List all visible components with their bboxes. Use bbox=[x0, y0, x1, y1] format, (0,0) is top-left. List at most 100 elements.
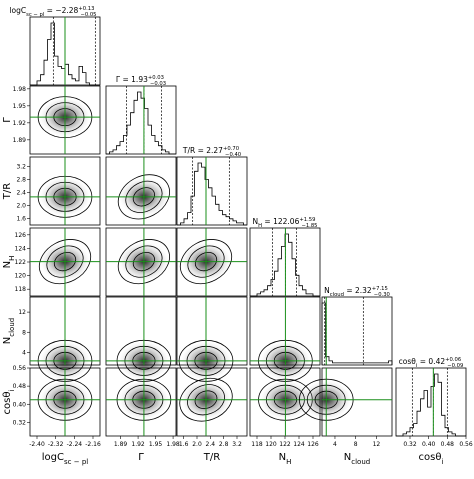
panel-2-1 bbox=[105, 156, 177, 226]
panel-3-1 bbox=[105, 227, 177, 297]
y-tick-label: 2.8 bbox=[16, 177, 26, 184]
y-tick-label: 2.0 bbox=[16, 203, 26, 210]
y-tick-label: 1.98 bbox=[13, 86, 27, 93]
panel-3-2 bbox=[176, 227, 248, 297]
y-tick-label: 120 bbox=[15, 273, 27, 280]
panel-frame bbox=[105, 85, 177, 155]
y-tick-label: 0.48 bbox=[13, 383, 27, 390]
x-tick-label: -2.40 bbox=[29, 441, 45, 448]
contour-level-1 bbox=[53, 251, 77, 272]
x-tick-label: 0.40 bbox=[422, 441, 436, 448]
x-tick-label: 120 bbox=[265, 441, 277, 448]
y-tick-label: 4 bbox=[22, 349, 26, 356]
contour-level-3 bbox=[117, 239, 170, 285]
y-tick-label: 1.6 bbox=[16, 216, 26, 223]
histogram-2 bbox=[177, 162, 247, 226]
x-tick-label: -2.32 bbox=[48, 441, 64, 448]
x-tick-label: 2.0 bbox=[192, 441, 202, 448]
panel-4-3 bbox=[249, 296, 321, 382]
x-tick-label: 118 bbox=[251, 441, 263, 448]
panel-2-2: T/R = 2.27+0.70 −0.40 bbox=[176, 146, 248, 226]
panel-1-0: 1.89 1.92 1.95 1.98 Γ bbox=[2, 85, 101, 155]
y-tick-label: 12 bbox=[18, 309, 26, 316]
y-tick-label: 1.95 bbox=[13, 103, 27, 110]
x-tick-label: 1.6 bbox=[179, 441, 189, 448]
y-axis-label-1: Γ bbox=[2, 117, 13, 123]
y-tick-label: 0.32 bbox=[13, 419, 27, 426]
histogram-5 bbox=[396, 373, 466, 437]
contour-level-2 bbox=[46, 245, 84, 278]
panel-frame bbox=[395, 367, 467, 437]
y-tick-label: 8 bbox=[22, 329, 26, 336]
contour-level-2 bbox=[125, 245, 163, 278]
panel-5-0: -2.40 -2.32 -2.24 -2.16 logCsc − pl 0.32 0.40 0… bbox=[2, 365, 101, 466]
x-axis-label-0: logCsc − pl bbox=[42, 452, 88, 466]
x-tick-label: 124 bbox=[293, 441, 305, 448]
y-tick-label: 0.40 bbox=[13, 401, 27, 408]
x-tick-label: 3.2 bbox=[232, 441, 242, 448]
param-title-2: T/R = 2.27+0.70 −0.40 bbox=[182, 146, 241, 158]
y-axis-label-4: Ncloud bbox=[2, 318, 16, 344]
contour-level-1 bbox=[132, 251, 155, 272]
panel-0-0: logCsc − pl = −2.28+0.13 −0.05 bbox=[9, 6, 101, 86]
contour-level-1 bbox=[132, 187, 155, 207]
panel-3-0: 118 120 122 124 126 NH bbox=[2, 227, 101, 297]
x-axis-label-2: T/R bbox=[203, 452, 220, 463]
panel-frame bbox=[105, 367, 177, 437]
contour-level-1 bbox=[194, 251, 218, 272]
contour-level-3 bbox=[179, 377, 233, 422]
contour-level-3 bbox=[179, 239, 233, 285]
panel-frame bbox=[176, 156, 248, 226]
contour-level-3 bbox=[38, 239, 92, 285]
x-tick-label: 1.95 bbox=[149, 441, 163, 448]
x-tick-label: -2.24 bbox=[67, 441, 83, 448]
panel-4-2 bbox=[176, 296, 248, 382]
x-tick-label: 1.89 bbox=[114, 441, 128, 448]
y-axis-label-2: T/R bbox=[2, 183, 13, 200]
x-tick-label: 2.8 bbox=[219, 441, 229, 448]
y-tick-label: 3.2 bbox=[16, 164, 26, 171]
x-tick-label: 2.4 bbox=[206, 441, 216, 448]
param-title-1: Γ = 1.93+0.03 −0.03 bbox=[116, 75, 166, 87]
histogram-1 bbox=[106, 91, 176, 155]
param-title-0: logCsc − pl = −2.28+0.13 −0.05 bbox=[9, 6, 96, 18]
y-tick-label: 1.89 bbox=[13, 137, 27, 144]
x-axis-label-4: Ncloud bbox=[344, 452, 370, 466]
y-tick-label: 124 bbox=[15, 245, 27, 252]
y-axis-label-5: cosθi bbox=[2, 390, 16, 415]
panel-frame bbox=[105, 156, 177, 226]
x-tick-label: 0.56 bbox=[459, 441, 473, 448]
panel-frame bbox=[321, 296, 393, 366]
y-tick-label: 1.92 bbox=[13, 120, 27, 127]
panel-4-1 bbox=[105, 296, 177, 382]
param-title-4: Ncloud = 2.32+7.15 −0.30 bbox=[324, 286, 390, 298]
contour-level-2 bbox=[125, 180, 163, 213]
panel-1-1: Γ = 1.93+0.03 −0.03 bbox=[105, 75, 177, 155]
y-axis-label-3: NH bbox=[2, 256, 16, 269]
x-tick-label: 4 bbox=[333, 441, 337, 448]
panel-5-5: cosθi = 0.42+0.06 −0.09 0.32 0.40 0.48 0.56 co… bbox=[395, 357, 473, 466]
y-tick-label: 2.4 bbox=[16, 190, 26, 197]
x-tick-label: 122 bbox=[279, 441, 291, 448]
x-tick-label: -2.16 bbox=[85, 441, 101, 448]
contour-level-1 bbox=[194, 390, 218, 410]
x-axis-label-1: Γ bbox=[138, 452, 144, 463]
contour-level-2 bbox=[187, 384, 225, 416]
x-tick-label: 1.98 bbox=[166, 441, 180, 448]
panel-5-1: 1.89 1.92 1.95 1.98 Γ bbox=[105, 367, 180, 463]
param-title-5: cosθi = 0.42+0.06 −0.09 bbox=[399, 357, 464, 369]
contour-level-2 bbox=[187, 245, 225, 278]
y-tick-label: 118 bbox=[15, 286, 27, 293]
x-tick-label: 8 bbox=[354, 441, 358, 448]
y-tick-label: 122 bbox=[15, 259, 27, 266]
contour-level-3 bbox=[117, 174, 170, 220]
x-tick-label: 12 bbox=[373, 441, 381, 448]
y-tick-label: 0.56 bbox=[13, 365, 27, 372]
panel-2-0: 1.6 2.0 2.4 2.8 3.2 T/R bbox=[2, 156, 101, 226]
x-tick-label: 1.92 bbox=[131, 441, 145, 448]
x-axis-label-5: cosθi bbox=[419, 452, 444, 466]
x-tick-label: 0.48 bbox=[441, 441, 455, 448]
panel-5-3: 118 120 122 124 126 NH bbox=[249, 367, 321, 466]
